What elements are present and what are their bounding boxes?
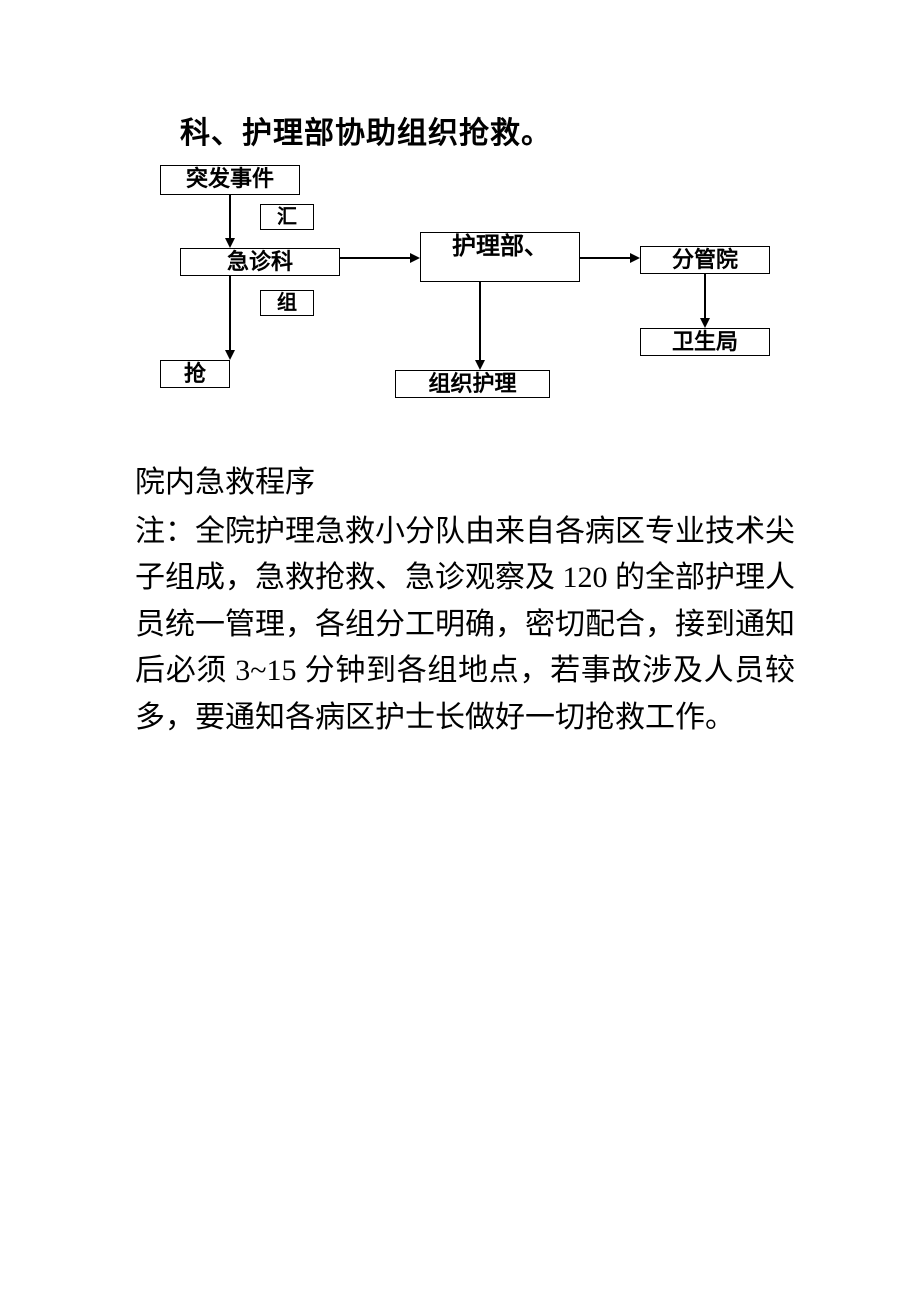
top-line-text: 科、护理部协助组织抢救。 <box>180 108 552 152</box>
flowchart-node-n4: 护理部、 <box>420 232 580 282</box>
flowchart-arrowhead-5 <box>700 318 710 328</box>
flowchart-node-n9: 卫生局 <box>640 328 770 356</box>
body-text-block: 院内急救程序 注：全院护理急救小分队由来自各病区专业技术尖子组成，急救抢救、急诊… <box>135 460 795 741</box>
flowchart-node-n6: 组 <box>260 290 314 316</box>
procedure-title: 院内急救程序 <box>135 460 795 507</box>
flowchart-edge-0 <box>229 195 231 240</box>
flowchart-edge-5 <box>704 274 706 320</box>
flowchart-arrowhead-1 <box>225 350 235 360</box>
flowchart-node-n8: 组织护理 <box>395 370 550 398</box>
page: 科、护理部协助组织抢救。 突发事件汇急诊科 护理部、 分管院组抢 组织护理 卫生局 院内… <box>0 0 920 1302</box>
flowchart-arrowhead-0 <box>225 238 235 248</box>
flowchart-edge-2 <box>340 257 412 259</box>
flowchart-node-n3: 急诊科 <box>180 248 340 276</box>
flowchart-node-n2: 汇 <box>260 204 314 230</box>
flowchart-arrowhead-4 <box>475 360 485 370</box>
procedure-note: 注：全院护理急救小分队由来自各病区专业技术尖子组成，急救抢救、急诊观察及 120… <box>135 509 795 742</box>
flowchart-node-n7: 抢 <box>160 360 230 388</box>
flowchart-arrowhead-2 <box>410 253 420 263</box>
flowchart-node-n5: 分管院 <box>640 246 770 274</box>
flowchart-node-n1: 突发事件 <box>160 165 300 195</box>
flowchart-edge-4 <box>479 282 481 362</box>
flowchart-edge-1 <box>229 276 231 352</box>
flowchart-diagram: 突发事件汇急诊科 护理部、 分管院组抢 组织护理 卫生局 <box>140 160 840 440</box>
flowchart-arrowhead-3 <box>630 253 640 263</box>
flowchart-edge-3 <box>580 257 632 259</box>
